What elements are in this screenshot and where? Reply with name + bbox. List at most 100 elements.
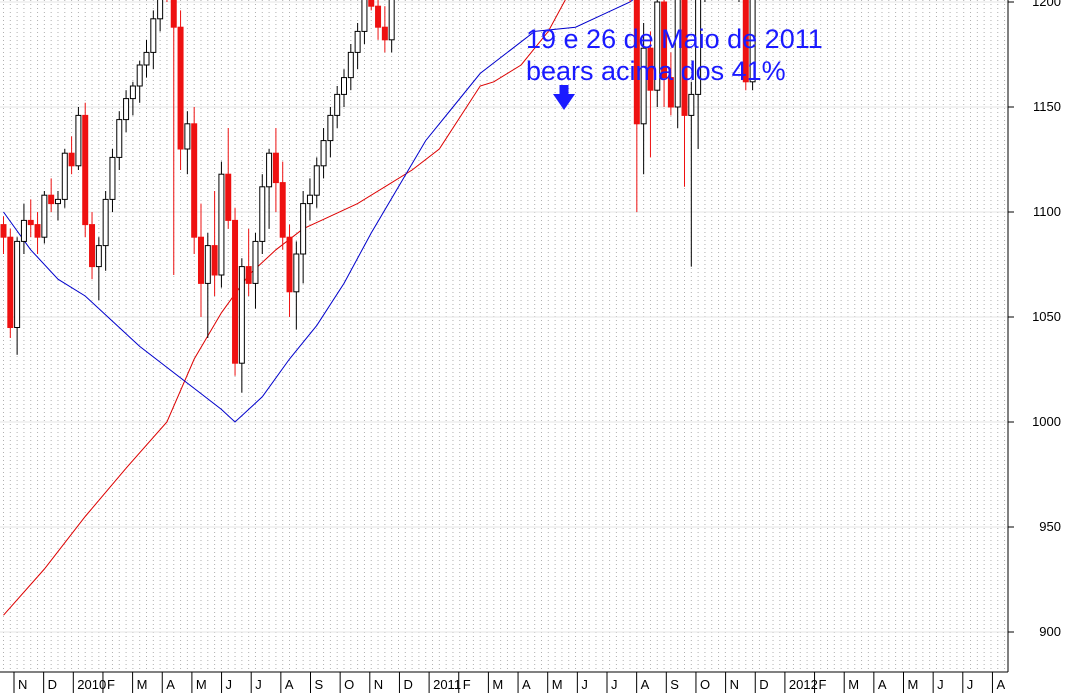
x-tick-label: O — [700, 677, 710, 692]
candle-body-down — [68, 152, 75, 167]
arrow-shaft — [559, 85, 569, 95]
candle — [116, 111, 123, 170]
candle-body-down — [661, 1, 668, 79]
candle — [347, 44, 354, 91]
candle-body-down — [197, 236, 204, 284]
candle — [95, 237, 102, 301]
candle — [184, 111, 191, 175]
candle-body-up — [313, 165, 320, 196]
candle — [654, 0, 661, 107]
x-axis-ticks: N D 2010 F M A M J J A S O N D 2011 F M A M J J A S O N D 2012 F M A M… — [13, 672, 1005, 693]
candle — [293, 241, 300, 330]
candle-body-up — [252, 240, 259, 284]
y-tick-label: 1150 — [1033, 99, 1061, 114]
candle — [136, 60, 143, 103]
candle-body-up — [95, 245, 102, 268]
candle — [272, 128, 279, 212]
candle-body-up — [293, 253, 300, 293]
moving-average-layer — [3, 0, 634, 616]
candle-body-down — [375, 5, 382, 28]
candle — [48, 178, 55, 212]
candle — [681, 0, 688, 187]
y-tick-label: 1000 — [1032, 414, 1061, 429]
candle — [306, 178, 313, 221]
candle — [82, 102, 89, 238]
candle — [300, 191, 307, 284]
candle — [170, 0, 177, 275]
candle — [245, 228, 252, 296]
x-tick-label: J — [255, 677, 262, 692]
candle — [279, 161, 286, 250]
x-tick-label: M — [196, 677, 207, 692]
candle — [54, 191, 61, 221]
candle-body-up — [695, 0, 702, 95]
candle-body-down — [225, 173, 232, 221]
candle — [368, 0, 375, 11]
x-tick-label: S — [315, 677, 324, 692]
candle — [266, 149, 273, 229]
candle-body-up — [674, 0, 681, 108]
candle — [150, 10, 157, 70]
candle-body-down — [647, 47, 654, 91]
candle-body-down — [48, 194, 55, 205]
candle — [197, 203, 204, 317]
x-tick-label: F — [107, 677, 115, 692]
candle — [647, 31, 654, 158]
x-tick-label: D — [759, 677, 768, 692]
x-tick-label: M — [848, 677, 859, 692]
x-tick-label: 2010 — [77, 677, 106, 692]
candle — [211, 191, 218, 296]
candle — [688, 81, 695, 267]
candle — [41, 191, 48, 244]
candle-layer — [0, 0, 756, 393]
moving-average-blue-line — [3, 0, 634, 423]
candle-body-up — [54, 198, 61, 205]
candle-body-down — [7, 236, 14, 328]
candle — [20, 203, 27, 254]
candle-body-down — [381, 26, 388, 41]
candle-body-up — [61, 152, 68, 200]
candle-body-up — [334, 93, 341, 116]
candle-body-down — [286, 236, 293, 293]
annotation-line-2: bears acima dos 41% — [526, 56, 786, 86]
x-tick-label: A — [878, 677, 887, 692]
x-tick-label: A — [996, 677, 1005, 692]
candle — [75, 107, 82, 170]
candle — [674, 0, 681, 128]
x-tick-label: F — [819, 677, 827, 692]
y-tick-label: 1050 — [1032, 309, 1061, 324]
x-tick-label: J — [611, 677, 618, 692]
y-tick-label: 1200 — [1032, 0, 1061, 9]
candle-body-up — [102, 198, 109, 247]
annotation-line-1: 19 e 26 de Maio de 2011 — [526, 24, 823, 54]
candle-body-up — [75, 114, 82, 167]
candle — [123, 90, 130, 133]
candle — [640, 23, 647, 175]
x-tick-label: 2011 — [433, 677, 461, 692]
candle-body-up — [640, 47, 647, 125]
candle — [661, 0, 668, 107]
candle-body-up — [266, 152, 273, 188]
candle — [695, 0, 702, 149]
x-tick-label: A — [285, 677, 294, 692]
candle-body-up — [306, 194, 313, 205]
candle-body-up — [136, 64, 143, 87]
candle — [667, 52, 674, 116]
candle-body-down — [681, 0, 688, 116]
y-axis-ticks: 9009501000105011001150120012501300135014… — [1008, 0, 1061, 639]
candle-body-up — [300, 203, 307, 255]
candle — [143, 39, 150, 78]
candle-body-down — [667, 77, 674, 108]
candle — [218, 161, 225, 288]
candle — [354, 23, 361, 70]
candle — [749, 0, 756, 91]
candle-body-up — [150, 18, 157, 53]
candle-body-up — [143, 51, 150, 66]
candle — [286, 224, 293, 317]
candle — [232, 207, 239, 376]
candle — [109, 149, 116, 212]
candle-body-down — [82, 114, 89, 226]
candle-body-down — [279, 182, 286, 238]
candle — [341, 69, 347, 107]
